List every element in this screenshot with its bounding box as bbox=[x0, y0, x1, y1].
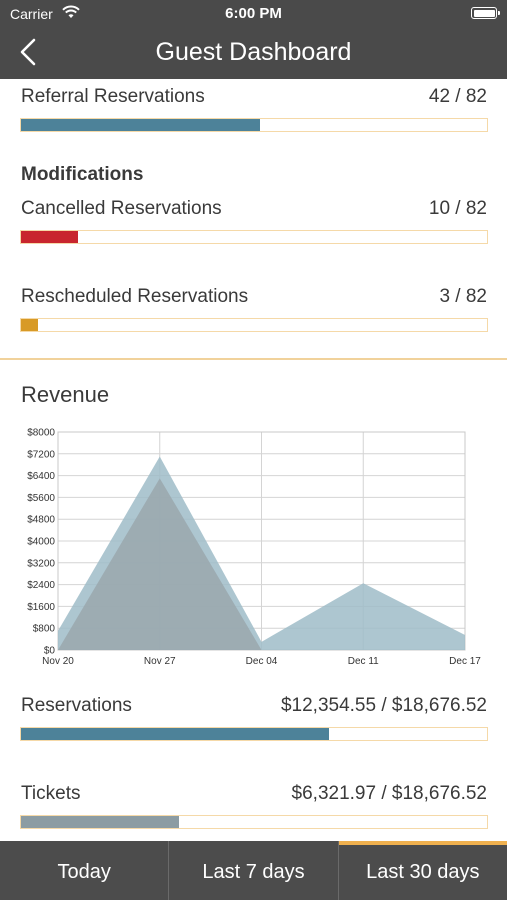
y-tick-label: $7200 bbox=[27, 449, 55, 460]
referral-progress-bar bbox=[20, 118, 488, 132]
cancelled-progress-fill bbox=[21, 231, 78, 243]
reservations-revenue-value: $12,354.55 / $18,676.52 bbox=[280, 695, 487, 716]
revenue-chart: $0 $800 $1600 $2400 $3200 $4000 $4800 $5600 $640… bbox=[27, 428, 481, 668]
y-tick-label: $0 bbox=[44, 646, 56, 657]
tab-last-30-days[interactable]: Last 30 days bbox=[337, 841, 507, 900]
battery-icon bbox=[471, 7, 500, 19]
x-tick-label: Dec 17 bbox=[449, 656, 481, 667]
y-tick-label: $4800 bbox=[27, 515, 55, 526]
navigation-bar: Carrier 6:00 PM Guest Dashboard bbox=[0, 0, 507, 79]
period-tab-bar: Today Last 7 days Last 30 days bbox=[0, 841, 507, 900]
carrier-label: Carrier bbox=[10, 6, 53, 22]
referral-label: Referral Reservations bbox=[21, 86, 205, 107]
y-tick-label: $3200 bbox=[27, 558, 55, 569]
rescheduled-progress-fill bbox=[21, 319, 39, 331]
referral-progress-fill bbox=[21, 119, 260, 131]
section-divider bbox=[0, 358, 507, 360]
cancelled-label: Cancelled Reservations bbox=[21, 198, 222, 219]
reservations-revenue-fill bbox=[21, 728, 330, 740]
y-tick-label: $6400 bbox=[27, 471, 55, 482]
tickets-revenue-fill bbox=[21, 816, 179, 828]
rescheduled-value: 3 / 82 bbox=[439, 286, 487, 307]
y-tick-label: $4000 bbox=[27, 537, 55, 548]
tab-last-7-days[interactable]: Last 7 days bbox=[168, 841, 337, 900]
tab-today[interactable]: Today bbox=[57, 861, 111, 883]
y-tick-label: $800 bbox=[33, 624, 56, 635]
modifications-heading: Modifications bbox=[21, 164, 144, 185]
x-tick-label: Nov 27 bbox=[144, 656, 176, 667]
tickets-revenue-value: $6,321.97 / $18,676.52 bbox=[291, 783, 487, 804]
back-chevron-icon[interactable] bbox=[14, 36, 44, 68]
cancelled-value: 10 / 82 bbox=[428, 198, 487, 219]
area-series-2 bbox=[58, 478, 465, 650]
x-tick-label: Nov 20 bbox=[42, 656, 74, 667]
wifi-icon bbox=[62, 5, 80, 18]
referral-value: 42 / 82 bbox=[428, 86, 487, 107]
x-tick-label: Dec 11 bbox=[348, 656, 379, 667]
clock: 6:00 PM bbox=[225, 5, 282, 22]
rescheduled-label: Rescheduled Reservations bbox=[21, 286, 249, 307]
reservations-revenue-bar bbox=[20, 727, 488, 741]
y-tick-label: $5600 bbox=[27, 493, 55, 504]
status-bar: Carrier 6:00 PM bbox=[0, 0, 507, 28]
revenue-title: Revenue bbox=[21, 382, 110, 407]
y-tick-label: $8000 bbox=[27, 428, 55, 439]
rescheduled-progress-bar bbox=[20, 318, 488, 332]
page-title: Guest Dashboard bbox=[155, 38, 352, 66]
y-tick-label: $1600 bbox=[27, 602, 55, 613]
y-tick-label: $2400 bbox=[27, 580, 55, 591]
tickets-revenue-label: Tickets bbox=[21, 783, 81, 804]
x-tick-label: Dec 04 bbox=[246, 656, 278, 667]
tickets-revenue-bar bbox=[20, 815, 488, 829]
reservations-revenue-label: Reservations bbox=[21, 695, 132, 716]
cancelled-progress-bar bbox=[20, 230, 488, 244]
